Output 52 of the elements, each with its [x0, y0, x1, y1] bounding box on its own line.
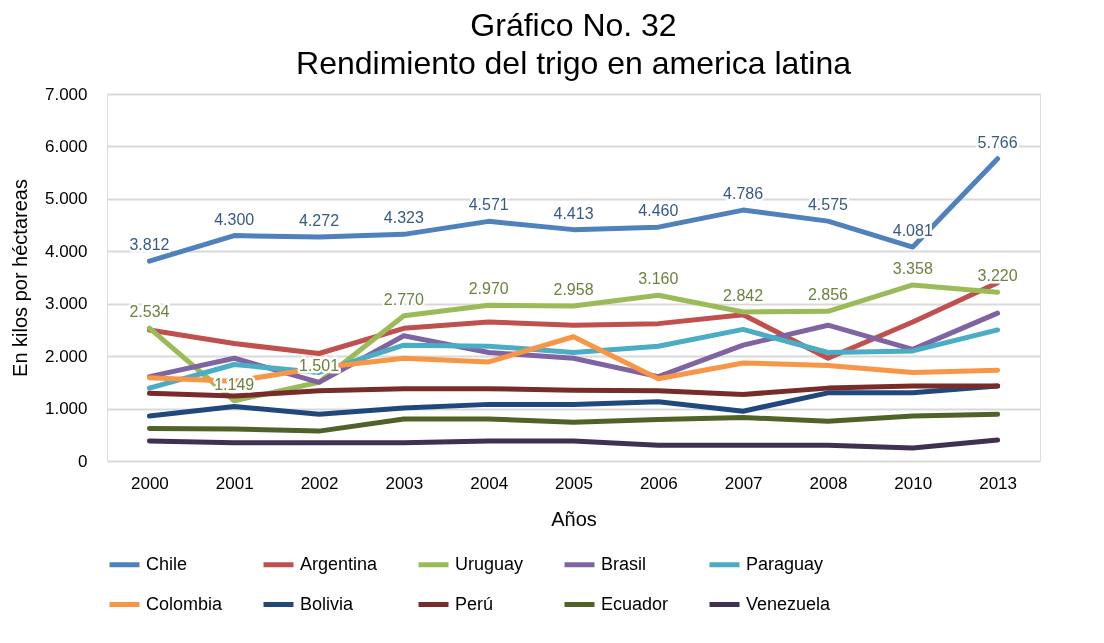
x-tick-label: 2000	[131, 473, 169, 493]
y-tick-label: 3.000	[44, 294, 88, 314]
y-tick-label: 5.000	[44, 189, 88, 209]
data-label: 3.812	[129, 236, 170, 254]
data-label: 2.534	[129, 303, 170, 321]
legend-label: Bolivia	[300, 593, 355, 614]
y-tick-label: 0	[78, 451, 88, 471]
x-tick-label: 2006	[639, 473, 678, 493]
x-tick-label: 2008	[809, 473, 848, 493]
legend-label: Perú	[455, 593, 494, 614]
x-tick-label: 2001	[215, 473, 254, 493]
data-label: 3.220	[977, 267, 1018, 285]
data-label: 3.358	[892, 259, 933, 277]
data-label: 4.786	[723, 185, 764, 203]
chart-title: Gráfico No. 32	[470, 7, 677, 43]
legend-label: Chile	[146, 553, 188, 574]
x-tick-label: 2002	[300, 473, 339, 493]
data-label: 2.842	[723, 287, 764, 304]
data-label: 2.958	[553, 280, 594, 298]
legend-label: Argentina	[300, 553, 379, 574]
y-tick-label: 1.000	[44, 399, 88, 419]
data-label: 2.770	[383, 290, 424, 308]
y-tick-label: 4.000	[44, 241, 88, 261]
x-tick-label: 2003	[385, 473, 424, 493]
y-tick-label: 7.000	[44, 84, 88, 104]
x-tick-label: 2013	[979, 473, 1017, 493]
legend-label: Paraguay	[746, 553, 824, 574]
legend-label: Venezuela	[746, 593, 832, 614]
legend-label: Brasil	[601, 553, 647, 574]
y-axis-title: En kilos por héctareas	[8, 179, 31, 377]
data-label: 4.460	[638, 202, 679, 220]
data-label: 4.571	[468, 196, 509, 214]
data-label: 3.160	[638, 270, 679, 288]
data-label: 4.413	[553, 204, 594, 222]
chart-subtitle: Rendimiento del trigo en america latina	[296, 45, 852, 81]
data-label: 4.272	[299, 212, 340, 230]
y-tick-label: 6.000	[44, 136, 88, 156]
x-axis-title: Años	[551, 507, 597, 530]
y-tick-label: 2.000	[44, 346, 88, 366]
legend-label: Colombia	[146, 593, 224, 614]
x-tick-label: 2010	[894, 473, 933, 493]
legend-label: Uruguay	[455, 553, 524, 574]
data-label: 4.323	[383, 209, 424, 227]
x-tick-label: 2005	[555, 473, 593, 493]
data-label: 2.856	[807, 286, 849, 304]
x-tick-label: 2007	[724, 473, 763, 493]
data-label: 5.766	[977, 133, 1018, 151]
data-label: 4.575	[807, 196, 849, 214]
legend-label: Ecuador	[601, 593, 669, 614]
x-tick-label: 2004	[470, 473, 509, 493]
data-label: 4.300	[214, 210, 255, 228]
data-label: 2.970	[468, 280, 509, 298]
